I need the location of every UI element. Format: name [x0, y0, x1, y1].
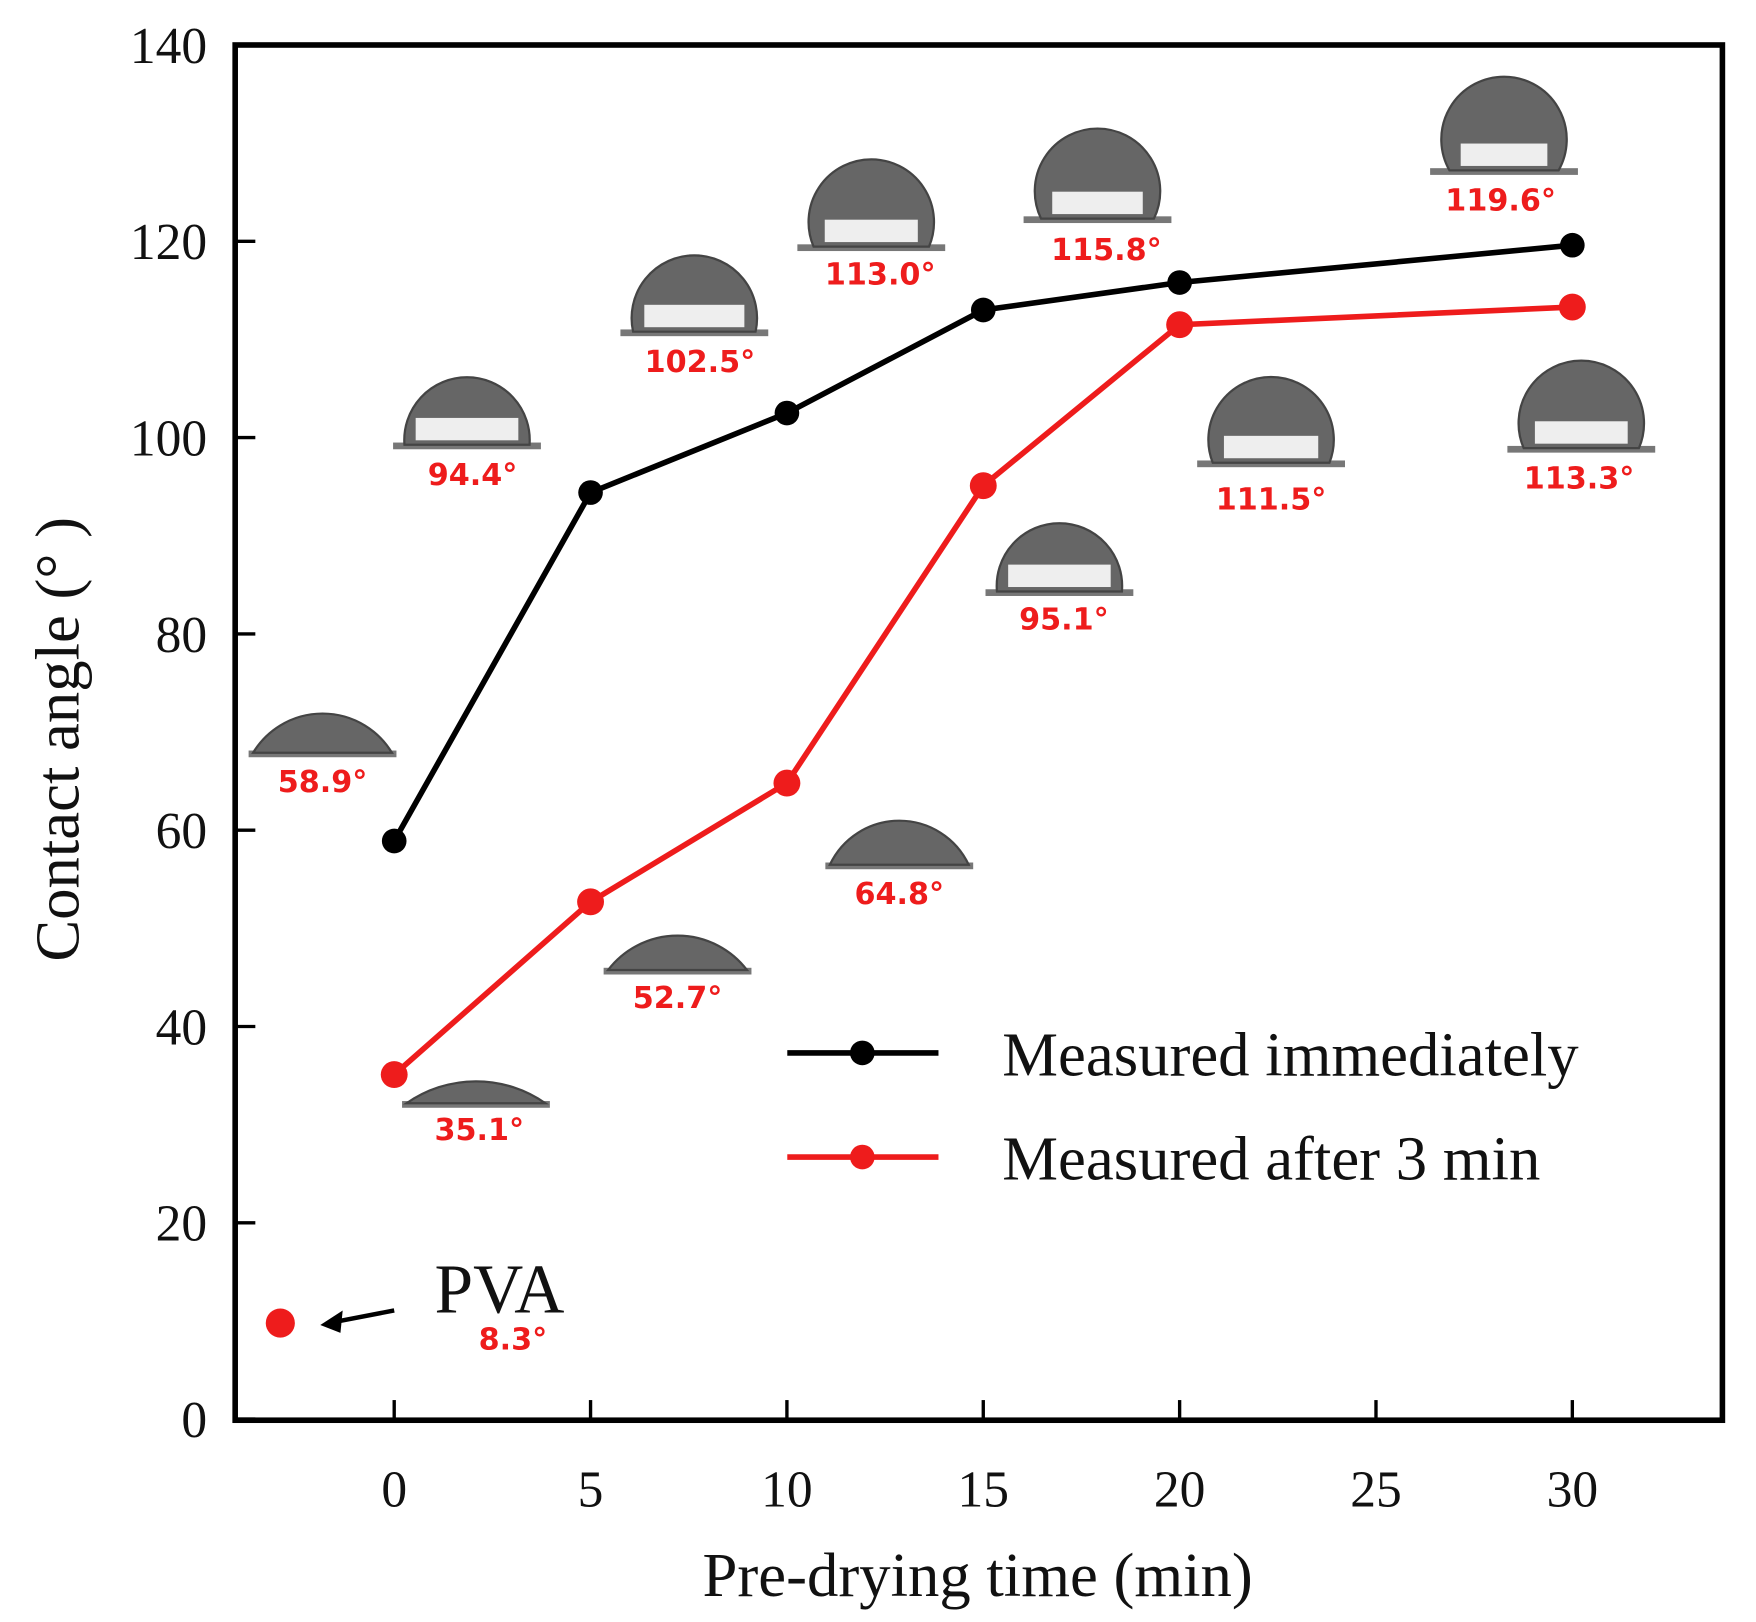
legend-marker-after-3-min [850, 1144, 875, 1170]
angle-label: 113.0° [825, 258, 936, 293]
data-point [577, 888, 604, 916]
y-tick-label: 100 [130, 411, 207, 468]
droplet-highlight [1460, 143, 1548, 166]
legend-label-immediately: Measured immediately [1002, 1019, 1579, 1089]
data-point [970, 297, 996, 323]
angle-label: 113.3° [1524, 461, 1635, 496]
pva-data-point [265, 1308, 295, 1338]
droplet-highlight [1534, 421, 1628, 444]
x-tick-label: 5 [578, 1461, 604, 1518]
pva-arrow-icon [320, 1310, 343, 1333]
data-point [1167, 270, 1192, 295]
x-tick-label: 25 [1350, 1461, 1402, 1518]
angle-label: 119.6° [1445, 184, 1556, 219]
data-point [773, 769, 801, 797]
droplet-highlight [824, 219, 918, 243]
droplet-image [402, 1080, 550, 1108]
droplet-image [985, 522, 1134, 596]
x-tick-label: 20 [1154, 1461, 1206, 1518]
y-tick-label: 20 [156, 1196, 208, 1253]
angle-label: 52.7° [633, 981, 723, 1016]
pva-annotation: PVA 8.3° [320, 1252, 564, 1358]
angle-label: 95.1° [1019, 603, 1109, 638]
pva-arrow-shaft [335, 1308, 395, 1324]
data-point [381, 828, 407, 854]
x-tick-label: 10 [761, 1461, 813, 1518]
droplet-shape [402, 1080, 549, 1105]
substrate-line [620, 329, 769, 337]
pva-label: PVA [435, 1252, 565, 1329]
data-point [774, 400, 800, 426]
data-point [969, 472, 997, 500]
droplet-image [825, 819, 974, 870]
droplet-image [1197, 375, 1345, 468]
series-line-immediately [391, 242, 1573, 843]
angle-label: 111.5° [1216, 483, 1327, 518]
plot-frame [232, 42, 1726, 1424]
y-tick-label: 80 [156, 607, 208, 664]
droplet-image [393, 376, 541, 450]
substrate-line [402, 1101, 550, 1108]
angle-label: 102.5° [645, 345, 756, 380]
droplet-highlight [1008, 564, 1111, 588]
legend: Measured immediately Measured after 3 mi… [787, 1019, 1579, 1193]
droplet-image [620, 254, 769, 337]
data-point [380, 1061, 408, 1089]
droplet-highlight [644, 304, 745, 328]
droplet-image [248, 712, 397, 758]
droplet-highlight [415, 417, 519, 441]
droplet-highlight [1223, 435, 1319, 459]
data-point [578, 480, 603, 505]
y-axis-title: Contact angle (° ) [22, 517, 92, 962]
droplet-shape [251, 712, 394, 754]
droplet-shape [828, 819, 971, 866]
angle-label: 35.1° [434, 1113, 524, 1148]
x-tick-label: 30 [1547, 1461, 1599, 1518]
droplet-image [603, 934, 752, 975]
y-tick-label: 40 [156, 999, 208, 1056]
legend-label-after-3-min: Measured after 3 min [1002, 1123, 1540, 1193]
data-point [1558, 293, 1586, 321]
x-tick-label: 15 [958, 1461, 1010, 1518]
legend-marker-immediately [850, 1040, 875, 1066]
y-tick-label: 120 [130, 214, 207, 271]
y-tick-label: 0 [181, 1392, 207, 1449]
angle-label: 58.9° [278, 765, 368, 800]
droplet-image [797, 158, 946, 252]
x-axis-title: Pre-drying time (min) [703, 1540, 1253, 1610]
angle-label: 94.4° [428, 458, 518, 493]
droplet-image [1023, 127, 1172, 224]
droplet-highlight [1052, 191, 1143, 215]
angle-label: 115.8° [1051, 233, 1162, 268]
pva-angle-label: 8.3° [479, 1323, 548, 1358]
droplet-shape [605, 934, 750, 972]
droplet-image [1507, 359, 1656, 453]
data-point [1166, 311, 1194, 339]
series-line-after-3-min [392, 304, 1573, 1077]
droplet-image [1430, 75, 1578, 175]
data-point [1560, 232, 1585, 258]
y-tick-label: 60 [156, 803, 208, 860]
x-tick-label: 0 [381, 1461, 407, 1518]
y-tick-label: 140 [130, 18, 207, 75]
angle-label: 64.8° [854, 877, 944, 912]
